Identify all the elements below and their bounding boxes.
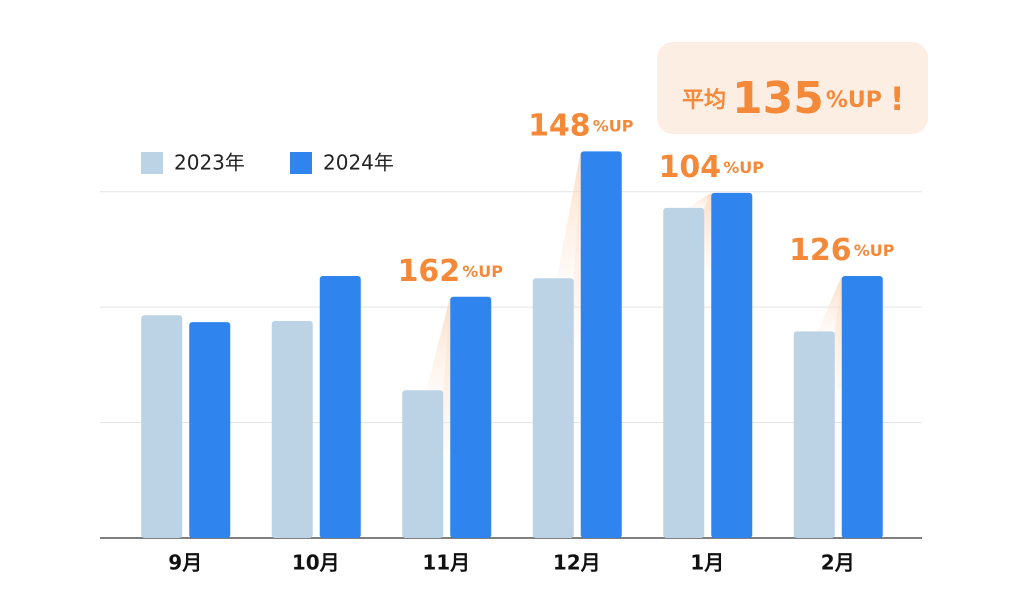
bar (271, 320, 313, 538)
bar (532, 278, 574, 538)
average-box (657, 42, 928, 134)
growth-label: 148 %UP (528, 108, 634, 143)
x-tick-label: 11月 (422, 551, 470, 575)
x-tick-label: 1月 (690, 551, 724, 575)
x-tick-label: 12月 (553, 551, 601, 575)
average-label: 平均 135%UP! (682, 73, 905, 124)
growth-wedge (817, 275, 842, 332)
legend-swatch (141, 152, 163, 174)
bar (189, 322, 231, 538)
growth-unit: %UP (462, 261, 503, 280)
growth-wedge (426, 296, 451, 391)
growth-value: 162 (398, 253, 461, 288)
growth-label: 126 %UP (789, 232, 895, 267)
bar (141, 315, 183, 538)
growth-wedge (687, 192, 712, 208)
x-tick-label: 10月 (292, 551, 340, 575)
growth-value: 126 (789, 232, 852, 267)
x-tick-label: 2月 (821, 551, 855, 575)
growth-value: 104 (659, 149, 722, 184)
growth-value: 148 (528, 108, 591, 143)
growth-unit: %UP (854, 240, 895, 259)
growth-wedge (704, 192, 712, 268)
legend-swatch (290, 152, 312, 174)
bar (319, 275, 361, 538)
legend-label: 2024年 (323, 151, 394, 175)
growth-wedge (443, 296, 451, 451)
bar (402, 390, 444, 538)
growth-wedge (556, 151, 581, 279)
bar (841, 275, 883, 538)
growth-unit: %UP (723, 157, 764, 176)
bar (450, 296, 492, 538)
growth-wedge (573, 151, 581, 339)
growth-wedge (834, 275, 842, 392)
bar (663, 207, 705, 539)
legend-label: 2023年 (174, 151, 245, 175)
growth-label: 162 %UP (398, 253, 504, 288)
bar (793, 331, 835, 538)
x-tick-label: 9月 (168, 551, 202, 575)
bar (580, 151, 622, 539)
growth-unit: %UP (593, 116, 634, 135)
bar (711, 192, 753, 538)
growth-label: 104 %UP (659, 149, 765, 184)
